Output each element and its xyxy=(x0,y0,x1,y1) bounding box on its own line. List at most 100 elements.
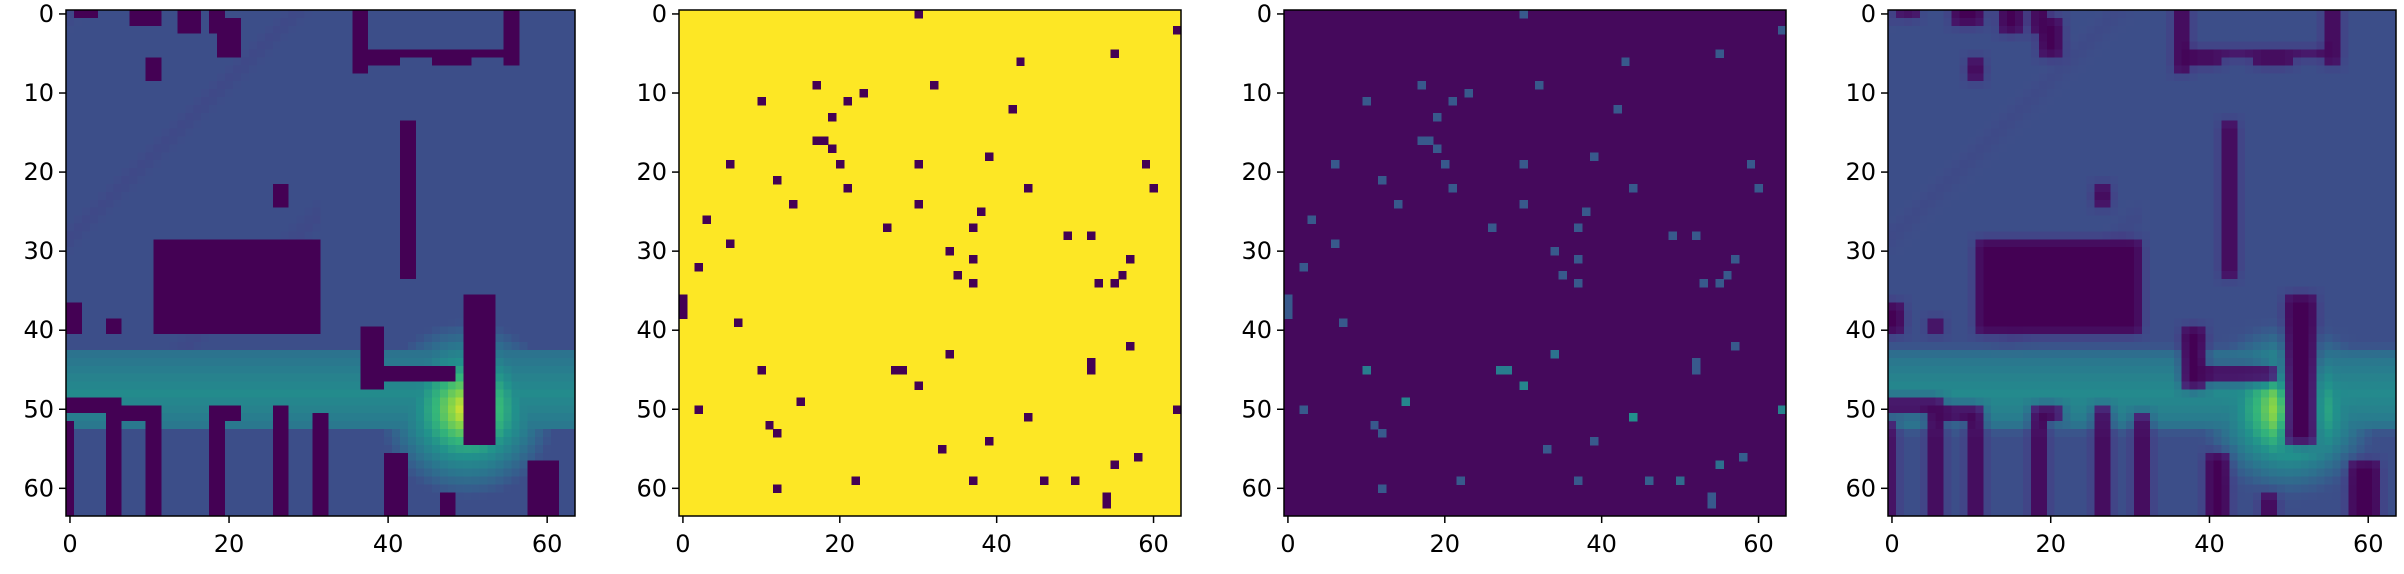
heatmap-cell xyxy=(185,476,194,485)
heatmap-cell xyxy=(2380,41,2389,51)
heatmap-cell xyxy=(344,508,353,517)
heatmap-cell xyxy=(392,286,401,296)
heatmap-cell xyxy=(2102,10,2111,19)
heatmap-cell xyxy=(415,176,425,185)
heatmap-cell xyxy=(360,17,369,27)
heatmap-cell xyxy=(415,104,425,114)
heatmap-cell xyxy=(177,49,186,59)
heatmap-cell xyxy=(352,326,361,335)
heatmap-cell xyxy=(439,128,449,138)
heatmap-cell xyxy=(304,255,314,264)
heatmap-cell xyxy=(431,81,441,90)
heatmap-cell xyxy=(527,120,536,130)
x-tick-label: 20 xyxy=(214,530,245,558)
heatmap-cell xyxy=(551,223,560,232)
heatmap-cell xyxy=(217,231,226,240)
heatmap-cell xyxy=(304,436,314,446)
heatmap-cell xyxy=(527,444,536,454)
heatmap-cell xyxy=(407,168,417,177)
heatmap-cell xyxy=(463,160,473,169)
heatmap-cell xyxy=(2205,49,2215,59)
heatmap-cell xyxy=(511,342,520,351)
heatmap-cell xyxy=(431,484,441,493)
heatmap-cell xyxy=(145,389,155,399)
heatmap-cell xyxy=(233,25,242,35)
heatmap-cell xyxy=(256,191,266,201)
heatmap-cell xyxy=(495,302,505,312)
heatmap-cell xyxy=(2205,57,2215,66)
heatmap-cell xyxy=(256,294,266,304)
heatmap-cell xyxy=(423,65,433,74)
heatmap-cell xyxy=(137,484,147,493)
heatmap-cell xyxy=(121,302,131,312)
heatmap-cell xyxy=(400,89,409,98)
heatmap-cell xyxy=(543,310,552,319)
y-tick-label: 20 xyxy=(23,158,54,186)
heatmap-cell xyxy=(360,255,369,264)
heatmap-cell xyxy=(73,310,83,319)
heatmap-cell xyxy=(567,144,576,153)
heatmap-cell xyxy=(423,263,433,272)
heatmap-cell xyxy=(240,191,250,201)
heatmap-cell xyxy=(73,484,83,493)
heatmap-cell xyxy=(177,136,186,146)
heatmap-cell xyxy=(2197,25,2207,35)
heatmap-cell xyxy=(225,183,234,193)
heatmap-cell xyxy=(1991,25,2000,35)
heatmap-cell xyxy=(193,484,202,493)
heatmap-cell xyxy=(209,436,218,446)
heatmap-cell xyxy=(113,263,123,272)
heatmap-cell xyxy=(2142,41,2151,51)
heatmap-cell xyxy=(2372,25,2381,35)
heatmap-cell xyxy=(225,421,234,430)
heatmap-cell xyxy=(447,286,457,296)
heatmap-cell xyxy=(272,389,282,399)
heatmap-cell xyxy=(559,223,568,232)
heatmap-cell xyxy=(376,381,385,391)
heatmap-cell xyxy=(328,160,337,169)
heatmap-cell xyxy=(2229,25,2238,35)
heatmap-cell xyxy=(487,421,497,430)
heatmap-cell xyxy=(240,421,250,430)
heatmap-cell xyxy=(503,270,512,280)
heatmap-cell xyxy=(296,357,306,367)
heatmap-cell xyxy=(487,318,497,327)
heatmap-cell xyxy=(73,231,83,240)
heatmap-cell xyxy=(81,373,91,383)
heatmap-cell xyxy=(2356,41,2365,51)
heatmap-cell xyxy=(105,57,115,66)
heatmap-cell xyxy=(439,89,449,98)
heatmap-cell xyxy=(368,389,377,399)
heatmap-cell xyxy=(487,128,497,138)
heatmap-cell xyxy=(217,89,226,98)
heatmap-cell xyxy=(511,270,520,280)
heatmap-cell xyxy=(543,239,552,248)
heatmap-cell xyxy=(471,89,481,98)
heatmap-cell xyxy=(233,255,242,264)
heatmap-cell xyxy=(129,405,139,414)
heatmap-cell xyxy=(153,270,163,280)
heatmap-cell xyxy=(431,57,441,66)
heatmap-cell xyxy=(503,120,512,130)
heatmap-cell xyxy=(145,152,155,161)
heatmap-cell xyxy=(447,223,457,232)
heatmap-cell xyxy=(447,381,457,391)
heatmap-cell xyxy=(567,96,576,106)
heatmap-cell xyxy=(113,436,123,446)
heatmap-cell xyxy=(511,326,520,335)
heatmap-cell xyxy=(527,191,536,201)
heatmap-cell xyxy=(503,17,512,27)
heatmap-cell xyxy=(360,468,369,478)
heatmap-cell xyxy=(137,468,147,478)
heatmap-cell xyxy=(328,318,337,327)
heatmap-cell xyxy=(2078,10,2088,19)
heatmap-cell xyxy=(129,373,139,383)
heatmap-cell xyxy=(2197,65,2207,74)
heatmap-cell xyxy=(344,492,353,501)
heatmap-cell xyxy=(1967,65,1976,74)
heatmap-cell xyxy=(1935,17,1945,27)
heatmap-cell xyxy=(225,128,234,138)
heatmap-cell xyxy=(185,120,194,130)
heatmap-cell xyxy=(368,326,377,335)
heatmap-cell xyxy=(368,492,377,501)
